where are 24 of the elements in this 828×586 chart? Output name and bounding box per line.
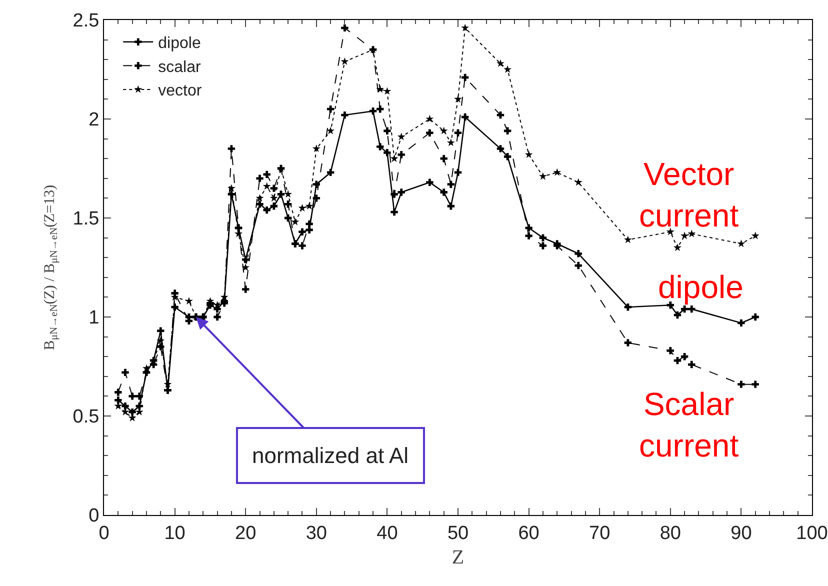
x-tick-label: 80 xyxy=(660,522,681,544)
y-tick-label: 0.5 xyxy=(72,406,100,428)
legend-label: dipole xyxy=(158,35,201,52)
x-tick-label: 60 xyxy=(518,522,540,544)
x-tick-label: 10 xyxy=(164,522,186,544)
y-tick-label: 2.5 xyxy=(72,10,100,32)
x-tick-label: 30 xyxy=(306,522,327,544)
legend-label: scalar xyxy=(158,58,202,76)
x-tick-label: 40 xyxy=(376,522,398,544)
x-tick-label: 70 xyxy=(589,522,610,544)
x-tick-label: 100 xyxy=(796,522,828,544)
legend-label: vector xyxy=(158,82,202,100)
x-tick-label: 50 xyxy=(447,522,469,544)
y-tick-label: 0 xyxy=(88,506,100,527)
annotation: Scalar current xyxy=(639,386,739,464)
x-tick-label: 20 xyxy=(235,522,256,544)
annotation: normalized at Al xyxy=(252,443,409,468)
y-tick-label: 1 xyxy=(88,308,100,329)
y-tick-label: 2 xyxy=(88,110,100,131)
y-tick-label: 1.5 xyxy=(72,208,100,230)
annotation: Vector current xyxy=(639,156,739,234)
x-axis-title: Z xyxy=(452,546,464,568)
annotation: dipole xyxy=(658,269,744,305)
x-tick-label: 90 xyxy=(730,522,752,544)
